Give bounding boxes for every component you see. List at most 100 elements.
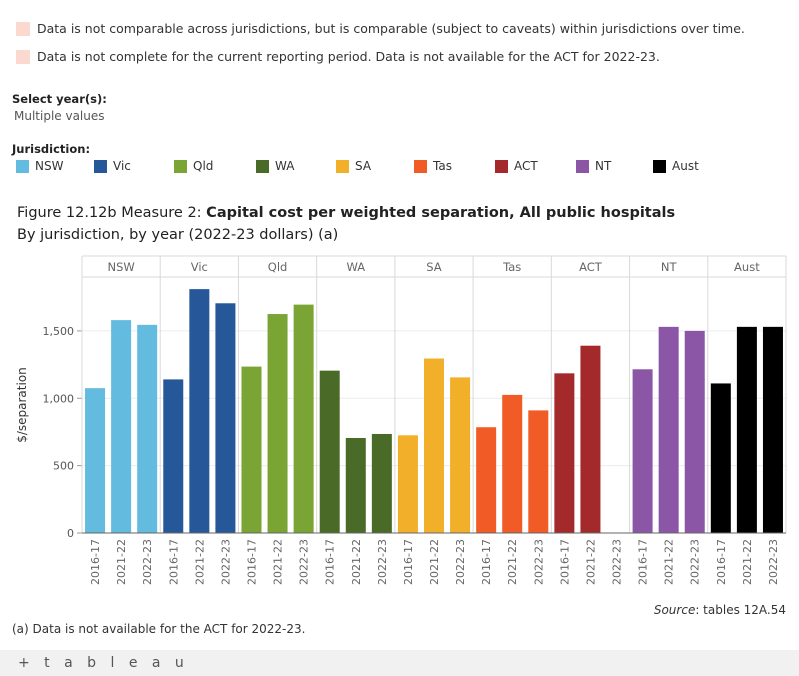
x-tick-label: 2016-17 xyxy=(558,539,571,585)
figure-title-main: Capital cost per weighted separation, Al… xyxy=(206,205,676,221)
legend-label: ACT xyxy=(514,159,538,173)
legend-label: Aust xyxy=(672,159,699,173)
bar-aust-2016-17 xyxy=(710,383,731,533)
legend-swatch xyxy=(174,159,187,173)
panel-header-qld: Qld xyxy=(268,260,288,274)
bar-aust-2022-23 xyxy=(762,326,783,533)
legend-label: NSW xyxy=(35,159,64,173)
legend-swatch xyxy=(495,159,508,173)
y-axis-label: $/separation xyxy=(15,367,29,443)
bar-tas-2016-17 xyxy=(476,427,497,533)
panel-header-act: ACT xyxy=(579,260,603,274)
x-tick-label: 2021-22 xyxy=(350,539,363,585)
x-tick-label: 2022-23 xyxy=(611,539,624,585)
source-label: Source xyxy=(653,603,696,617)
legend-item-aust[interactable]: Aust xyxy=(653,159,699,173)
bar-act-2021-22 xyxy=(580,345,601,533)
x-tick-label: 2016-17 xyxy=(715,539,728,585)
x-tick-label: 2021-22 xyxy=(506,539,519,585)
legend-swatch xyxy=(414,159,427,173)
x-tick-label: 2022-23 xyxy=(376,539,389,585)
bar-qld-2021-22 xyxy=(267,314,288,533)
jurisdiction-legend: NSW Vic Qld WA SA Tas ACT NT Aust xyxy=(16,159,799,175)
bar-aust-2021-22 xyxy=(736,326,757,533)
legend-label: WA xyxy=(275,159,295,173)
legend-label: SA xyxy=(355,159,372,173)
figure-title: Figure 12.12b Measure 2: Capital cost pe… xyxy=(17,205,675,221)
panel-header-tas: Tas xyxy=(502,260,521,274)
bar-vic-2022-23 xyxy=(215,303,236,533)
x-tick-label: 2016-17 xyxy=(245,539,258,585)
legend-label: Tas xyxy=(433,159,452,173)
select-year-dropdown[interactable]: Multiple values xyxy=(14,109,105,123)
note-swatch xyxy=(16,21,30,36)
bar-qld-2022-23 xyxy=(293,304,314,533)
legend-item-sa[interactable]: SA xyxy=(336,159,371,173)
jurisdiction-label: Jurisdiction: xyxy=(12,142,91,156)
x-tick-label: 2021-22 xyxy=(272,539,285,585)
footnote: (a) Data is not available for the ACT fo… xyxy=(12,622,306,636)
y-tick-label: 500 xyxy=(53,460,74,473)
x-tick-label: 2022-23 xyxy=(767,539,780,585)
x-tick-label: 2016-17 xyxy=(480,539,493,585)
legend-item-qld[interactable]: Qld xyxy=(174,159,213,173)
bar-sa-2021-22 xyxy=(424,358,444,533)
x-tick-label: 2022-23 xyxy=(532,539,545,585)
bar-wa-2016-17 xyxy=(319,370,340,533)
legend-item-vic[interactable]: Vic xyxy=(94,159,131,173)
legend-swatch xyxy=(653,159,666,173)
x-tick-label: 2016-17 xyxy=(637,539,650,585)
bar-vic-2016-17 xyxy=(163,379,184,533)
note-not-complete: Data is not complete for the current rep… xyxy=(16,49,660,64)
panel-header-aust: Aust xyxy=(734,260,760,274)
panel-header-band xyxy=(82,256,786,277)
legend-swatch xyxy=(336,159,349,173)
bar-sa-2022-23 xyxy=(450,377,471,533)
bar-nsw-2022-23 xyxy=(137,324,158,533)
bar-wa-2021-22 xyxy=(345,438,366,533)
note-swatch xyxy=(16,49,30,64)
note-text: Data is not complete for the current rep… xyxy=(37,49,660,64)
bar-nsw-2021-22 xyxy=(111,320,132,533)
x-tick-label: 2016-17 xyxy=(402,539,415,585)
bar-qld-2016-17 xyxy=(241,366,262,533)
legend-label: NT xyxy=(595,159,612,173)
legend-item-act[interactable]: ACT xyxy=(495,159,538,173)
figure-subtitle: By jurisdiction, by year (2022-23 dollar… xyxy=(17,227,339,243)
select-year-label: Select year(s): xyxy=(12,92,107,106)
legend-item-wa[interactable]: WA xyxy=(256,159,294,173)
panel-header-wa: WA xyxy=(346,260,365,274)
legend-item-nsw[interactable]: NSW xyxy=(16,159,63,173)
x-tick-label: 2016-17 xyxy=(167,539,180,585)
legend-swatch xyxy=(16,159,29,173)
x-tick-label: 2021-22 xyxy=(115,539,128,585)
legend-item-nt[interactable]: NT xyxy=(576,159,611,173)
x-tick-label: 2022-23 xyxy=(219,539,232,585)
x-tick-label: 2021-22 xyxy=(741,539,754,585)
panel-header-nt: NT xyxy=(661,260,678,274)
note-not-comparable: Data is not comparable across jurisdicti… xyxy=(16,21,745,36)
bar-act-2016-17 xyxy=(554,373,575,533)
panel-header-sa: SA xyxy=(426,260,442,274)
source-text: : tables 12A.54 xyxy=(695,603,786,617)
source-note: Source: tables 12A.54 xyxy=(654,603,786,617)
bar-nt-2016-17 xyxy=(632,369,653,533)
tableau-footer: + t a b l e a u xyxy=(0,650,799,676)
bar-sa-2016-17 xyxy=(397,435,418,533)
bar-wa-2022-23 xyxy=(371,433,392,533)
panel-header-vic: Vic xyxy=(191,260,208,274)
legend-item-tas[interactable]: Tas xyxy=(414,159,452,173)
bar-nsw-2016-17 xyxy=(85,388,106,533)
x-tick-label: 2021-22 xyxy=(584,539,597,585)
legend-label: Qld xyxy=(193,159,214,173)
bar-tas-2021-22 xyxy=(502,394,523,533)
tableau-logo[interactable]: + t a b l e a u xyxy=(18,655,189,671)
panel-header-nsw: NSW xyxy=(107,260,134,274)
legend-swatch xyxy=(256,159,269,173)
legend-swatch xyxy=(94,159,107,173)
x-tick-label: 2022-23 xyxy=(689,539,702,585)
figure-title-prefix: Figure 12.12b Measure 2: xyxy=(17,205,207,221)
x-tick-label: 2021-22 xyxy=(428,539,441,585)
bar-vic-2021-22 xyxy=(189,289,210,533)
note-text: Data is not comparable across jurisdicti… xyxy=(37,21,745,36)
